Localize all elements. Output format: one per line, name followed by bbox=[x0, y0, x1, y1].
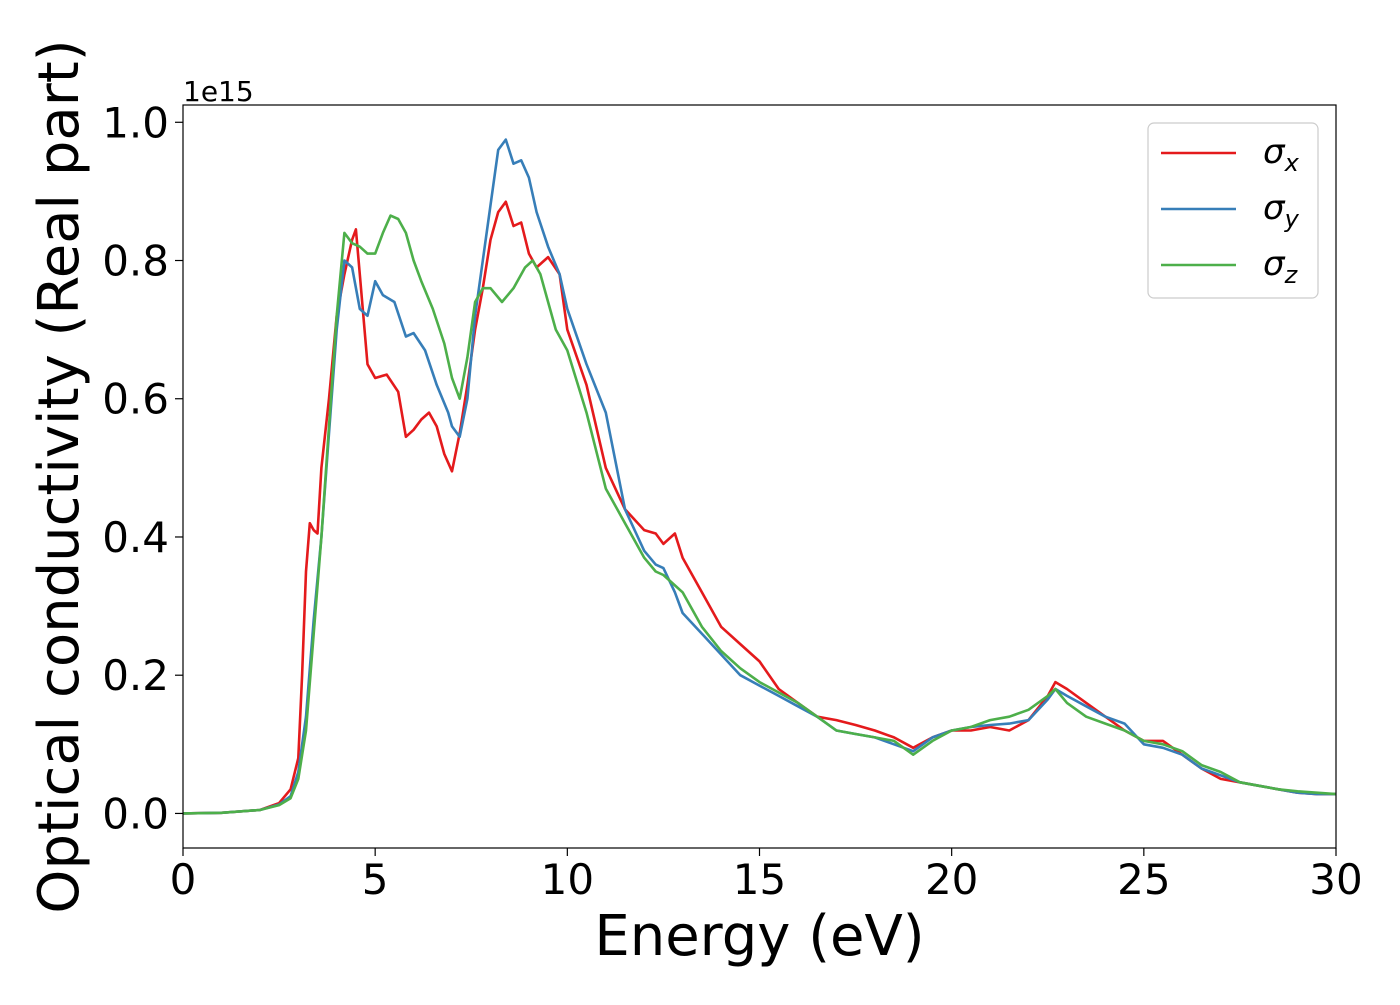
x-tick-label: 20 bbox=[925, 855, 978, 904]
x-tick-label: 5 bbox=[362, 855, 389, 904]
x-tick-label: 15 bbox=[733, 855, 786, 904]
x-tick-label: 10 bbox=[541, 855, 594, 904]
series-line-x bbox=[183, 200, 1336, 815]
y-tick-label: 0.8 bbox=[102, 237, 169, 286]
x-tick-label: 0 bbox=[170, 855, 197, 904]
y-tick-label: 0.0 bbox=[102, 789, 169, 838]
legend-box bbox=[1147, 122, 1319, 299]
x-tick-label: 25 bbox=[1117, 855, 1170, 904]
axis-ticks: 0 5 10 15 20 25 30 0.0 0.2 0.4 0.6 0.8 1.0 bbox=[102, 98, 1363, 904]
x-tick-label: 30 bbox=[1309, 855, 1362, 904]
x-axis-label: Energy (eV) bbox=[594, 904, 924, 969]
y-axis-label: Optical conductivity (Real part) bbox=[27, 39, 92, 913]
y-offset-label: 1e15 bbox=[183, 75, 254, 108]
series-line-y bbox=[183, 138, 1336, 815]
legend-subscript-x: x bbox=[1284, 149, 1300, 177]
y-tick-label: 0.4 bbox=[102, 513, 169, 562]
series-line-z bbox=[183, 214, 1336, 815]
legend-subscript-y: y bbox=[1284, 205, 1300, 233]
y-tick-label: 0.6 bbox=[102, 375, 169, 424]
y-tick-label: 0.2 bbox=[102, 651, 169, 700]
series-lines bbox=[183, 138, 1336, 815]
legend-subscript-z: z bbox=[1284, 261, 1299, 289]
y-tick-label: 1.0 bbox=[102, 98, 169, 147]
